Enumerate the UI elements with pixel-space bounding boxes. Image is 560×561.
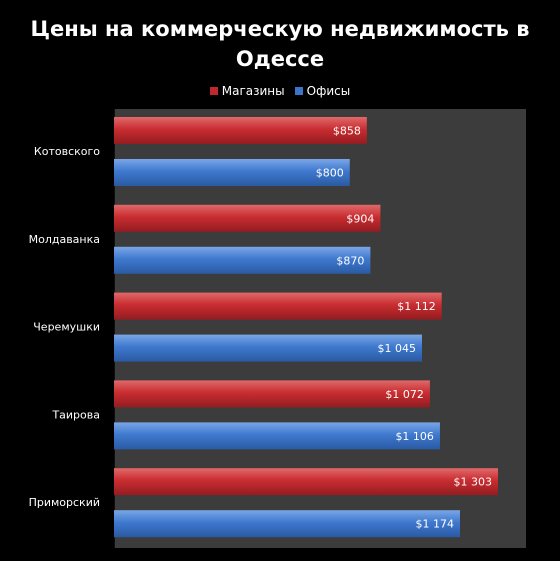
category-label-3: Таирова <box>51 408 100 421</box>
chart-title: Цены на коммерческую недвижимость в Одесс… <box>0 14 560 74</box>
bar-offices-2 <box>114 334 422 362</box>
data-label-offices-3: $1 106 <box>395 430 434 443</box>
category-label-4: Приморский <box>29 496 100 509</box>
category-label-1: Молдаванка <box>29 233 100 246</box>
data-label-shops-2: $1 112 <box>397 300 436 313</box>
data-label-shops-3: $1 072 <box>385 388 424 401</box>
bar-offices-4 <box>114 510 460 538</box>
bar-offices-1 <box>114 246 371 274</box>
category-label-0: Котовского <box>34 145 100 158</box>
data-label-offices-4: $1 174 <box>415 518 454 531</box>
data-label-offices-2: $1 045 <box>377 342 416 355</box>
legend-item-offices: Офисы <box>294 84 351 98</box>
data-label-offices-1: $870 <box>336 254 364 267</box>
legend-label-shops: Магазины <box>221 84 285 98</box>
bar-shops-1 <box>114 204 381 232</box>
data-label-shops-1: $904 <box>346 212 374 225</box>
bar-offices-0 <box>114 159 350 186</box>
chart-title-line-2: Одессе <box>235 47 325 71</box>
category-label-2: Черемушки <box>33 321 100 334</box>
legend-label-offices: Офисы <box>306 84 351 98</box>
data-label-shops-4: $1 303 <box>454 476 493 489</box>
bar-offices-3 <box>114 422 440 450</box>
data-label-offices-0: $800 <box>316 167 344 180</box>
bar-shops-2 <box>114 292 442 320</box>
legend: Магазины Офисы <box>0 84 560 98</box>
legend-swatch-shops <box>209 87 218 95</box>
legend-item-shops: Магазины <box>209 84 285 98</box>
chart-title-line-1: Цены на коммерческую недвижимость в <box>30 17 530 41</box>
legend-swatch-offices <box>294 87 303 95</box>
bar-shops-4 <box>114 468 498 496</box>
bar-shops-0 <box>114 117 367 144</box>
data-label-shops-0: $858 <box>333 125 361 138</box>
bar-shops-3 <box>114 380 430 408</box>
